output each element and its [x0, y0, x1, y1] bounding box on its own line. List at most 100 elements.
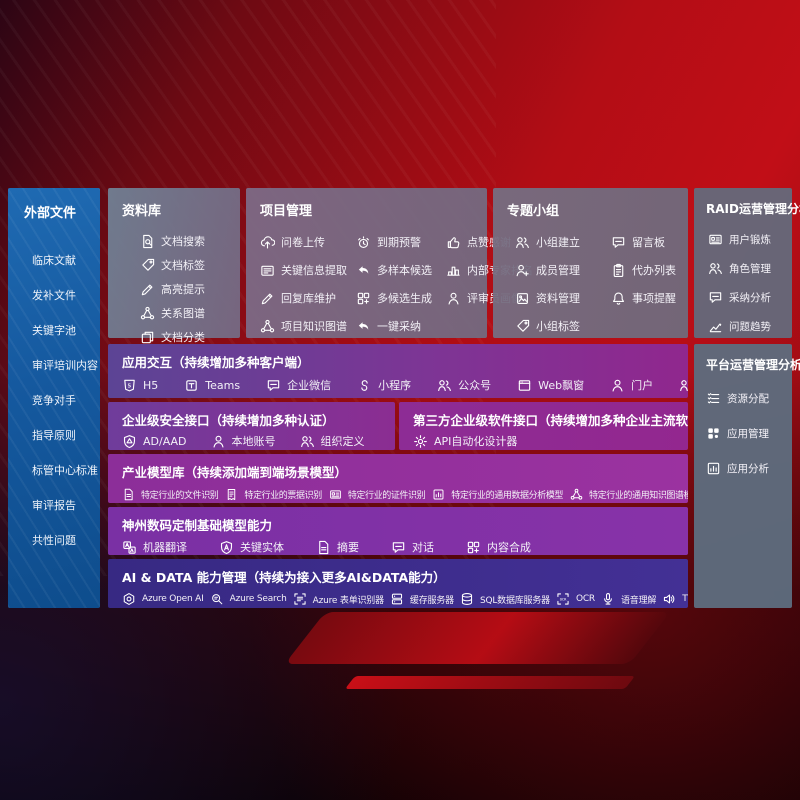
ai-data-items: Azure Open AI Azure Search Azure 表单识别器 缓存服务… [122, 592, 688, 606]
list-item: 发补文件 [32, 288, 76, 302]
doc-search-icon [140, 234, 155, 249]
security-interface-row: 企业级安全接口（持续增加多种认证） AD/AAD 本地账号 组织定义 [108, 402, 395, 450]
list-item: SQL数据库服务器 [460, 592, 550, 606]
list-item: 公众号 [437, 377, 491, 393]
list-item: 关系图谱 [140, 301, 240, 325]
list-item: 机器翻译 [122, 539, 187, 555]
list-item: 小组建立 [515, 234, 611, 250]
list-item: AD/AAD [122, 434, 187, 449]
card-lines-icon [260, 263, 275, 278]
doc-icon [122, 488, 135, 501]
h5-icon [122, 378, 137, 393]
external-files-list: 临床文献 发补文件 关键字池 审评培训内容 竞争对手 指导原则 标管中心标准 审评报告 共性问题 [24, 242, 100, 557]
app-interaction-row: 应用交互（持续增加多种客户端） H5 Teams 企业微信 小程序 公众号 Web飘窗 门户… [108, 344, 688, 398]
graph-icon [140, 306, 155, 321]
list-item: 资源分配 [706, 391, 792, 406]
topic-groups-panel: 专题小组 小组建立 留言板 成员管理 代办列表 资料管理 事项提醒 小组标签 [493, 188, 688, 338]
list-item: 标管中心标准 [32, 463, 98, 477]
list-item: 对话 [391, 539, 434, 555]
list-item: 语音理解 [601, 592, 656, 606]
list-item: 竞争对手 [32, 393, 76, 407]
list-item: 特定行业的证件识别 [329, 488, 426, 501]
server-icon [390, 592, 404, 606]
graph-icon [570, 488, 583, 501]
shield-icon [122, 434, 137, 449]
third-party-interface-row: 第三方企业级软件接口（持续增加多种企业主流软件接口） API自动化设计器 [399, 402, 688, 450]
shield-a-icon [219, 540, 234, 555]
id-card-icon [708, 232, 723, 247]
list-item: 小组标签 [515, 318, 611, 334]
people-icon [708, 261, 723, 276]
list-item: 问卷上传 [260, 234, 356, 250]
database-icon [460, 592, 474, 606]
third-party-interface-title: 第三方企业级软件接口（持续增加多种企业主流软件接口） [413, 413, 688, 428]
list-item: Web飘窗 [517, 377, 584, 393]
list-item: 关键实体 [219, 539, 284, 555]
list-item: 文档分类 [140, 325, 240, 349]
graph-icon [260, 319, 275, 334]
project-management-title: 项目管理 [260, 204, 313, 219]
security-interface-title: 企业级安全接口（持续增加多种认证） [122, 413, 335, 428]
list-item: OCR [556, 592, 595, 606]
list-item: 缓存服务器 [390, 592, 454, 606]
pen-icon [260, 291, 275, 306]
list-item: 小程序 [357, 377, 411, 393]
list-item: 关键字池 [32, 323, 76, 337]
chat-icon [611, 235, 626, 250]
list-item: Azure 表单识别器 [293, 592, 384, 606]
search-icon [210, 592, 224, 606]
person-icon [211, 434, 226, 449]
people-icon [679, 378, 688, 393]
security-interface-items: AD/AAD 本地账号 组织定义 [122, 433, 395, 449]
list-item: 临床文献 [32, 253, 76, 267]
industry-models-title: 产业模型库（持续添加端到端场景模型） [122, 465, 348, 480]
apps-icon [706, 426, 721, 441]
tag-icon [515, 319, 530, 334]
chat-icon [266, 378, 281, 393]
people-icon [300, 434, 315, 449]
industry-models-row: 产业模型库（持续添加端到端场景模型） 特定行业的文件识别 特定行业的票据识别 特定行… [108, 454, 688, 503]
list-item: 代办列表 [611, 262, 688, 278]
platform-analysis-panel: 平台运营管理分析 资源分配 应用管理 应用分析 [694, 344, 800, 608]
list-item: 多样本候选 [356, 262, 446, 278]
industry-models-items: 特定行业的文件识别 特定行业的票据识别 特定行业的证件识别 特定行业的通用数据分析模型… [122, 488, 688, 501]
list-item: 审评报告 [32, 498, 76, 512]
external-files-panel: 外部文件 临床文献 发补文件 关键字池 审评培训内容 竞争对手 指导原则 标管中心标准 审评报… [8, 188, 100, 608]
chart-box-icon [706, 461, 721, 476]
list-item: Teams [184, 378, 240, 393]
grid-plus-icon [466, 540, 481, 555]
alarm-icon [356, 235, 371, 250]
list-item: 共性问题 [32, 533, 76, 547]
ocr-icon [556, 592, 570, 606]
list-item: 成员管理 [515, 262, 611, 278]
list-item: 文档搜索 [140, 229, 240, 253]
list-item: 应用管理 [706, 426, 792, 441]
chat-icon [708, 290, 723, 305]
person-icon [446, 291, 461, 306]
list-item: 文档标签 [140, 253, 240, 277]
album-icon [515, 291, 530, 306]
list-item: 高亮提示 [140, 277, 240, 301]
list-item: 特定行业的票据识别 [225, 488, 322, 501]
project-management-list: 问卷上传到期预警点赞感谢关键信息提取多样本候选内部专家排名回复库维护多候选生成评… [260, 228, 533, 340]
repository-panel: 资料库 文档搜索 文档标签 高亮提示 关系图谱 文档分类 [108, 188, 240, 344]
list-item: 到期预警 [356, 234, 446, 250]
list-item: 应用分析 [706, 461, 792, 476]
list-item: 指导原则 [32, 428, 76, 442]
thumbs-up-icon [446, 235, 461, 250]
platform-analysis-list: 资源分配应用管理应用分析 [706, 381, 792, 486]
list-item: 事项提醒 [611, 290, 688, 306]
bell-icon [611, 291, 626, 306]
list-item: 本地账号 [211, 433, 276, 449]
mini-program-icon [357, 378, 372, 393]
topic-groups-title: 专题小组 [507, 204, 560, 219]
list-item: 采纳分析 [708, 290, 792, 305]
panel-texture [8, 188, 100, 608]
raid-analysis-title: RAID运营管理分析 [706, 202, 800, 216]
list-item: 关键信息提取 [260, 262, 356, 278]
cloud-upload-icon [260, 235, 275, 250]
list-item: 特定行业的通用知识图谱模型 [570, 488, 688, 501]
openai-icon [122, 592, 136, 606]
list-item: H5 [122, 378, 158, 393]
